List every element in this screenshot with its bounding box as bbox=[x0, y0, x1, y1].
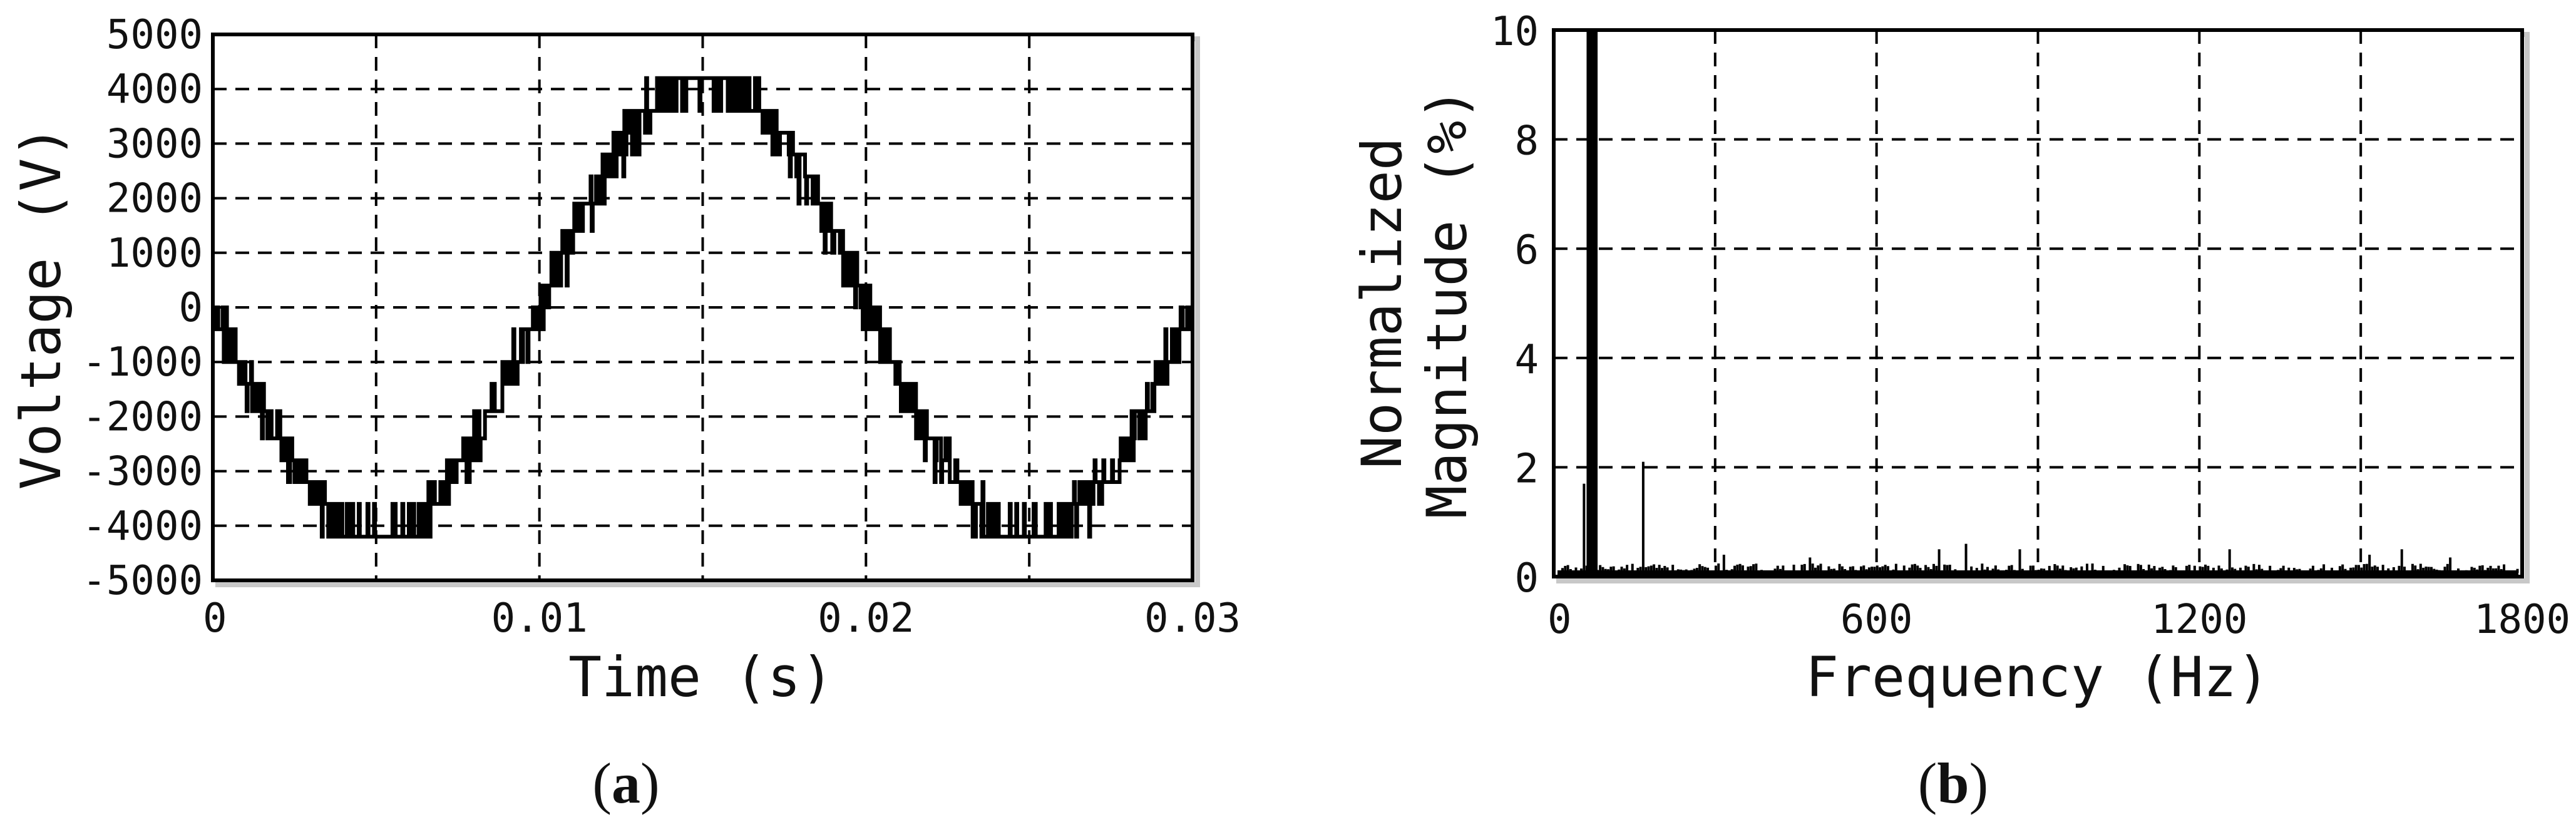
chart-a-y-tick-label: -3000 bbox=[82, 449, 203, 495]
chart-a-y-tick-label: 2000 bbox=[106, 176, 203, 222]
chart-a-x-tick-label: 0.02 bbox=[818, 595, 914, 642]
chart-b-y-tick-label: 4 bbox=[1514, 337, 1539, 383]
chart-b-y-axis-label-line1: Normalized bbox=[1350, 137, 1414, 469]
chart-a-voltage-trace bbox=[213, 76, 1194, 539]
chart-b-x-tick-label: 0 bbox=[1547, 597, 1572, 643]
chart-b: 0 2 4 6 8 10 0 600 1200 1800 Frequency (Hz) Norm… bbox=[1350, 9, 2570, 815]
chart-a-y-tick-label: 5000 bbox=[106, 12, 203, 58]
chart-b-spectrum-bars bbox=[1557, 30, 2519, 575]
chart-b-y-axis-label-line2: Magnitude (%) bbox=[1415, 88, 1479, 519]
chart-a-x-axis-label: Time (s) bbox=[568, 645, 834, 709]
chart-a-y-tick-label: -2000 bbox=[82, 394, 203, 440]
chart-b-x-axis-label: Frequency (Hz) bbox=[1805, 645, 2270, 709]
chart-a-x-tick-label: 0 bbox=[203, 595, 227, 642]
chart-a-x-tick-label: 0.01 bbox=[491, 595, 588, 642]
chart-b-x-tick-label: 1200 bbox=[2151, 597, 2247, 643]
chart-b-x-tick-labels: 0 600 1200 1800 bbox=[1547, 597, 2570, 643]
chart-a-y-tick-label: -4000 bbox=[82, 503, 203, 550]
chart-b-x-tick-label: 1800 bbox=[2474, 597, 2570, 643]
chart-b-y-tick-label: 10 bbox=[1491, 9, 1539, 55]
chart-a: -5000 -4000 -3000 -2000 -1000 0 1000 2000 3000 40… bbox=[9, 12, 1241, 815]
chart-a-y-tick-label: 3000 bbox=[106, 121, 203, 167]
chart-b-y-tick-label: 6 bbox=[1514, 227, 1539, 274]
chart-a-x-tick-labels: 0 0.01 0.02 0.03 bbox=[203, 595, 1241, 642]
chart-b-grid bbox=[1554, 30, 2522, 577]
chart-b-y-tick-labels: 0 2 4 6 8 10 bbox=[1491, 9, 1539, 602]
chart-b-y-tick-label: 2 bbox=[1514, 446, 1539, 492]
chart-b-y-tick-label: 8 bbox=[1514, 118, 1539, 165]
chart-a-y-tick-label: 0 bbox=[178, 285, 203, 331]
chart-a-y-tick-label: -5000 bbox=[82, 558, 203, 604]
chart-a-y-tick-label: -1000 bbox=[82, 339, 203, 386]
chart-b-x-tick-label: 600 bbox=[1840, 597, 1913, 643]
chart-a-x-tick-label: 0.03 bbox=[1144, 595, 1241, 642]
chart-b-y-tick-label: 0 bbox=[1514, 555, 1539, 602]
chart-a-y-tick-label: 1000 bbox=[106, 230, 203, 277]
chart-a-caption: (a) bbox=[592, 751, 659, 815]
chart-a-y-tick-labels: -5000 -4000 -3000 -2000 -1000 0 1000 2000 3000 40… bbox=[82, 12, 203, 604]
chart-a-y-axis-label: Voltage (V) bbox=[9, 125, 73, 490]
chart-b-caption: (b) bbox=[1918, 751, 1988, 815]
chart-a-grid bbox=[213, 34, 1193, 580]
chart-a-y-tick-label: 4000 bbox=[106, 66, 203, 113]
